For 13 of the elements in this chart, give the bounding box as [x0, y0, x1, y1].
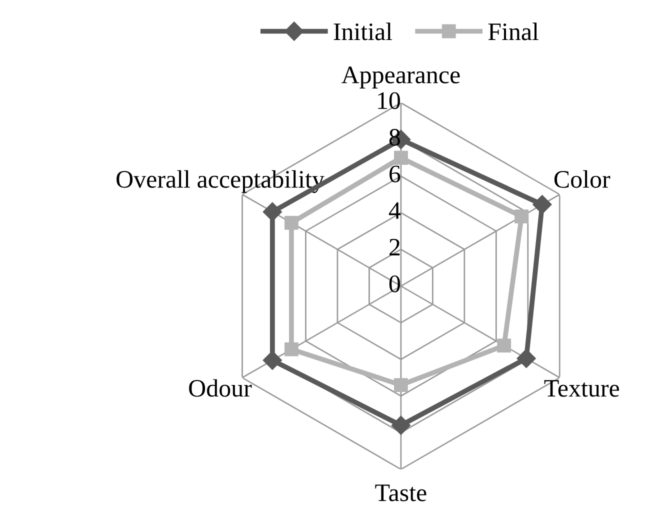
spoke-label: Color: [554, 170, 610, 188]
spoke-label: Overall acceptability: [116, 170, 324, 193]
y-tick-label: 10: [378, 92, 400, 110]
legend-label: Final: [488, 22, 538, 40]
spoke-label: Appearance: [342, 66, 460, 88]
y-tick-label: 2: [390, 238, 400, 256]
spoke-label: Taste: [375, 484, 426, 502]
y-tick-label: 0: [389, 275, 400, 292]
legend-label: Initial: [334, 22, 392, 40]
spoke-label: Texture: [544, 380, 620, 397]
y-tick-label: 6: [390, 166, 400, 182]
spoke-label: Odour: [189, 379, 252, 397]
y-tick-label: 4: [388, 202, 401, 219]
